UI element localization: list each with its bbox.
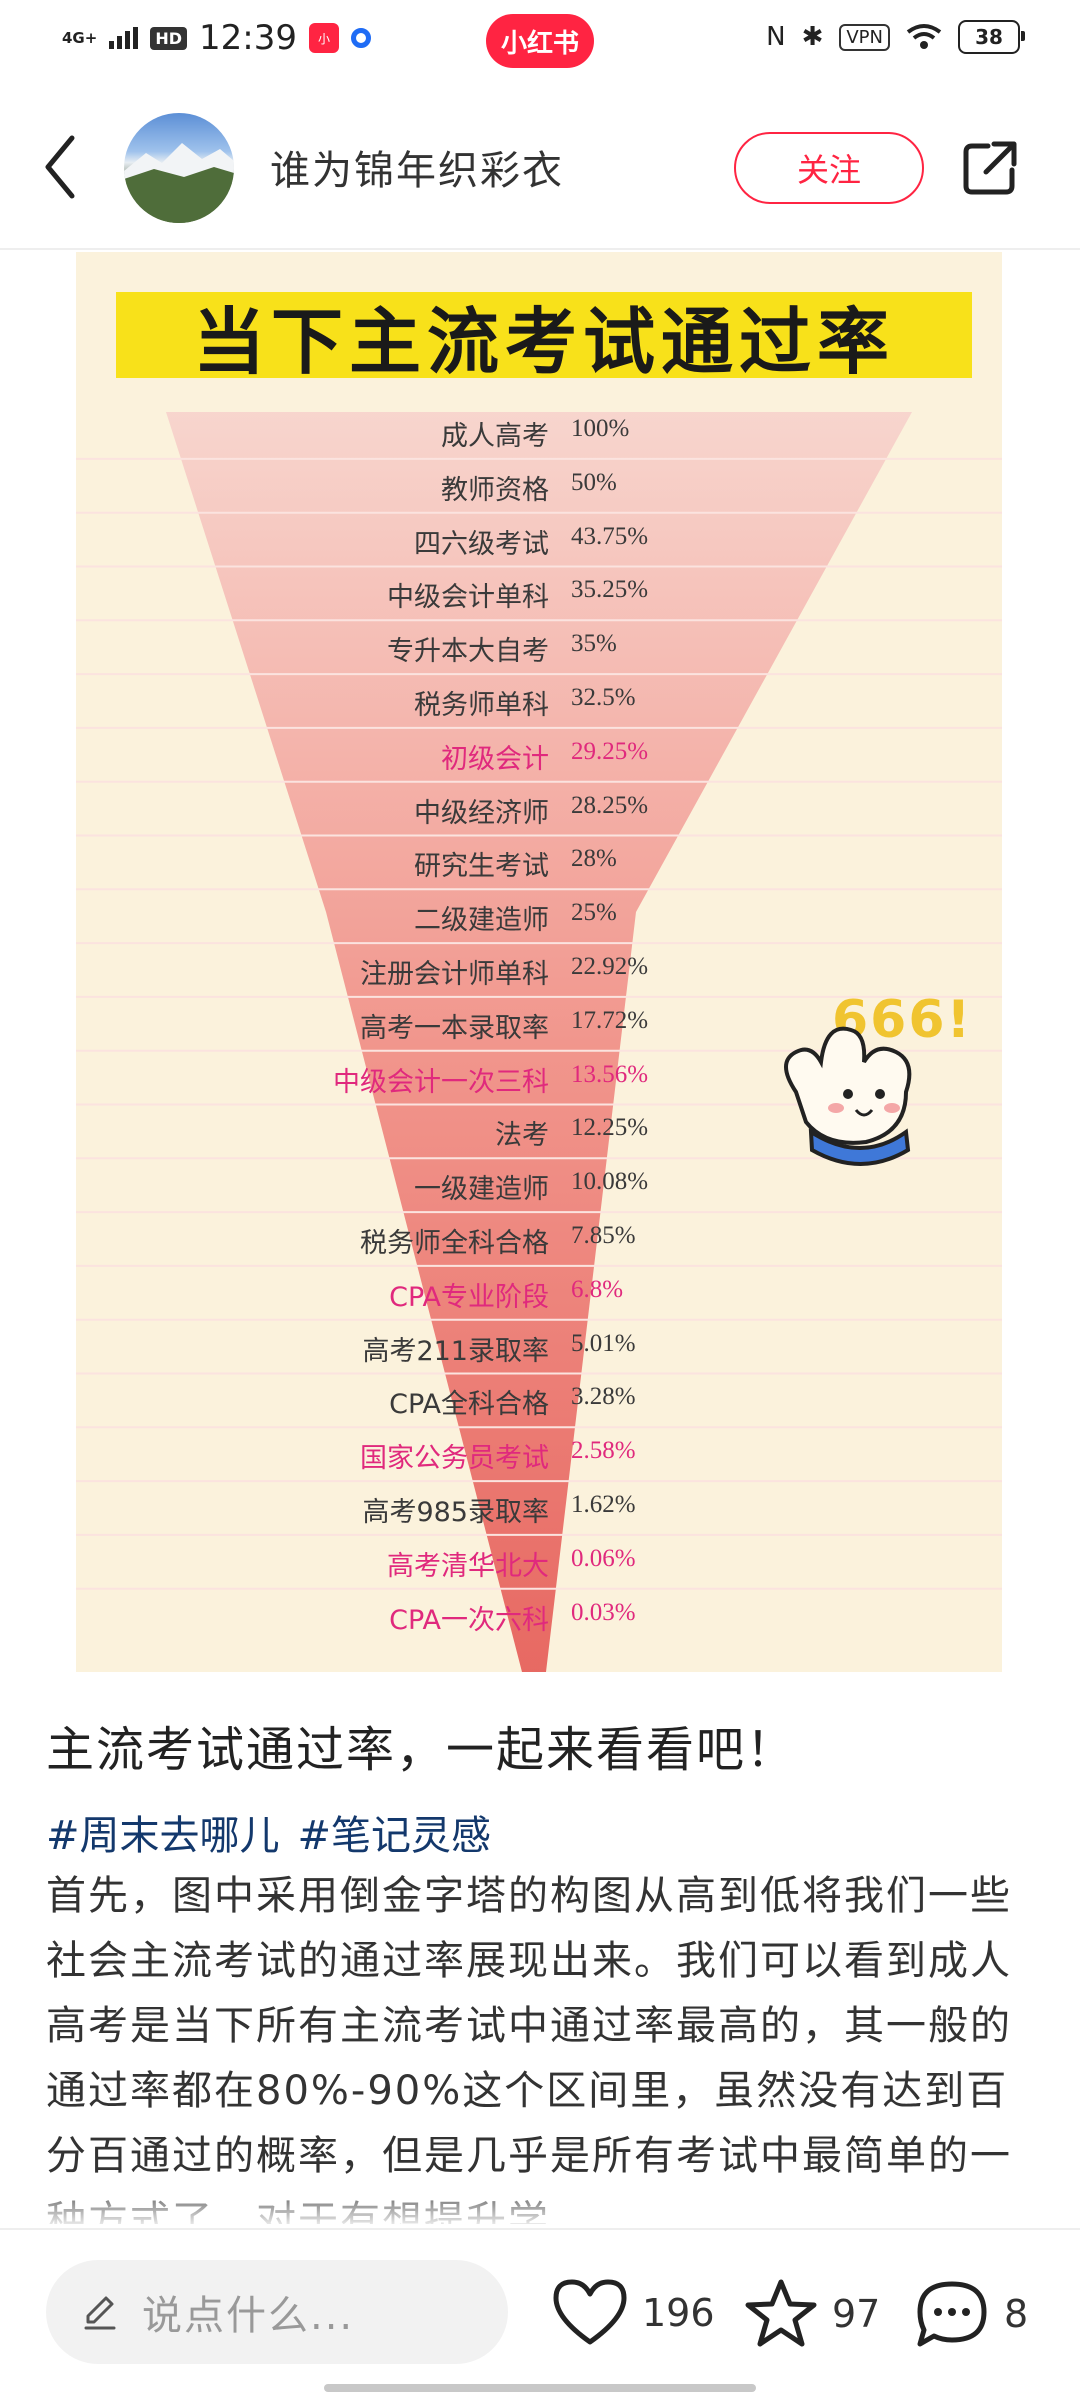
status-left: 4G+ HD 12:39 小 <box>62 18 371 58</box>
bluetooth-icon: ✱ <box>801 22 824 52</box>
like-button[interactable]: 196 <box>552 2278 715 2348</box>
funnel-row-value: 22.92% <box>571 953 649 980</box>
funnel-row-value: 50% <box>571 468 617 496</box>
comment-button[interactable]: 8 <box>914 2278 1028 2350</box>
app-notification-icon: 小 <box>308 23 339 53</box>
funnel-row-label: CPA一次六科 <box>389 1604 549 1636</box>
comment-count: 8 <box>1004 2292 1029 2336</box>
status-bar: 4G+ HD 12:39 小 小红书 N ✱ VPN 38 <box>0 0 1080 80</box>
funnel-row-value: 7.85% <box>571 1222 636 1249</box>
app-badge: 小红书 <box>486 14 594 68</box>
post-body: 首先，图中采用倒金字塔的构图从高到低将我们一些社会主流考试的通过率展现出来。我们… <box>46 1873 1012 2224</box>
post-header: 谁为锦年织彩衣 关注 <box>0 110 1080 230</box>
signal-icon <box>109 27 139 49</box>
follow-button[interactable]: 关注 <box>734 132 924 204</box>
pencil-icon <box>84 2296 116 2330</box>
funnel-row-value: 35% <box>571 630 617 658</box>
network-label: 4G+ <box>62 28 98 47</box>
funnel-row-label: 中级经济师 <box>414 797 549 829</box>
post-title: 主流考试通过率，一起来看看吧！ <box>46 1722 797 1778</box>
funnel-row-value: 28% <box>571 845 617 873</box>
favorite-button[interactable]: 97 <box>744 2278 880 2350</box>
funnel-row-label: 国家公务员考试 <box>360 1443 549 1475</box>
funnel-row-value: 25% <box>571 899 617 927</box>
funnel-row-label: 初级会计 <box>441 743 549 775</box>
funnel-row-label: 专升本大自考 <box>387 636 549 668</box>
funnel-row-value: 32.5% <box>571 684 636 711</box>
tag-link[interactable]: #笔记灵感 <box>297 1813 492 1859</box>
funnel-row-label: 二级建造师 <box>414 905 549 937</box>
funnel-row-label: 税务师单科 <box>414 690 549 721</box>
favorite-count: 97 <box>832 2292 881 2336</box>
home-indicator[interactable] <box>324 2384 756 2392</box>
star-icon <box>745 2279 817 2347</box>
nfc-icon: N <box>766 22 786 52</box>
funnel-row-value: 0.03% <box>571 1598 636 1626</box>
funnel-row-value: 43.75% <box>571 522 649 550</box>
post-tags: #周末去哪儿 #笔记灵感 <box>46 1803 509 1861</box>
funnel-row-value: 5.01% <box>571 1329 636 1357</box>
vpn-badge: VPN <box>839 23 890 51</box>
funnel-row-label: 法考 <box>495 1120 549 1152</box>
funnel-row-value: 12.25% <box>571 1114 649 1142</box>
battery-icon: 38 <box>958 20 1025 54</box>
funnel-row-value: 3.28% <box>571 1383 636 1411</box>
funnel-row-label: 注册会计师单科 <box>360 959 549 990</box>
text-fade <box>0 2180 1080 2230</box>
share-icon[interactable] <box>960 138 1020 198</box>
comment-input[interactable]: 说点什么... <box>46 2260 508 2364</box>
author-avatar[interactable] <box>124 113 234 223</box>
back-arrow-icon[interactable] <box>40 132 80 202</box>
author-name[interactable]: 谁为锦年织彩衣 <box>270 148 564 194</box>
comment-placeholder: 说点什么... <box>142 2293 355 2339</box>
comment-bubble-icon <box>917 2281 987 2347</box>
funnel-row-label: 一级建造师 <box>414 1174 549 1206</box>
infographic-title: 当下主流考试通过率 <box>116 292 972 384</box>
heart-icon <box>553 2279 627 2345</box>
battery-level: 38 <box>975 25 1003 49</box>
funnel-row-label: 四六级考试 <box>414 528 549 560</box>
funnel-row-value: 1.62% <box>571 1491 636 1518</box>
avatar-image <box>124 143 234 223</box>
funnel-row-label: CPA专业阶段 <box>389 1281 549 1313</box>
status-right: N ✱ VPN 38 <box>766 20 1025 54</box>
funnel-row-label: 税务师全科合格 <box>360 1228 549 1259</box>
sync-icon <box>350 28 371 48</box>
funnel-row-label: 研究生考试 <box>414 851 549 883</box>
status-time: 12:39 <box>199 18 297 58</box>
funnel-row-value: 17.72% <box>571 1006 649 1034</box>
funnel-row-label: 高考一本录取率 <box>360 1012 549 1044</box>
hd-badge: HD <box>150 26 187 50</box>
funnel-row-label: 中级会计一次三科 <box>333 1066 549 1098</box>
funnel-row-label: 高考清华北大 <box>387 1550 549 1582</box>
funnel-row-value: 2.58% <box>571 1437 636 1465</box>
funnel-row-value: 29.25% <box>571 737 649 765</box>
bottom-action-bar: 说点什么... 196 97 8 <box>0 2228 1080 2402</box>
funnel-row-value: 100% <box>571 415 630 442</box>
funnel-row-label: CPA全科合格 <box>389 1389 549 1421</box>
tag-link[interactable]: #周末去哪儿 <box>46 1813 280 1859</box>
funnel-row-value: 0.06% <box>571 1544 636 1572</box>
funnel-row-label: 高考985录取率 <box>362 1497 549 1528</box>
funnel-row-label: 教师资格 <box>441 474 549 506</box>
funnel-row-value: 13.56% <box>571 1060 649 1088</box>
funnel-row-label: 中级会计单科 <box>387 582 549 614</box>
post-image[interactable]: 当下主流考试通过率 成人高考 100% 教师资格 50% 四六级考试 43.75% 中级会计… <box>76 252 1002 1672</box>
mascot-sticker <box>784 1026 912 1166</box>
funnel-row-label: 高考211录取率 <box>362 1335 549 1367</box>
funnel-row-value: 28.25% <box>571 791 649 819</box>
header-divider <box>0 248 1080 250</box>
wifi-icon <box>906 24 942 49</box>
funnel-row-value: 6.8% <box>571 1275 624 1303</box>
funnel-row-label: 成人高考 <box>441 421 549 452</box>
funnel-row-value: 10.08% <box>571 1168 649 1196</box>
like-count: 196 <box>642 2291 715 2335</box>
funnel-row-value: 35.25% <box>571 576 649 604</box>
